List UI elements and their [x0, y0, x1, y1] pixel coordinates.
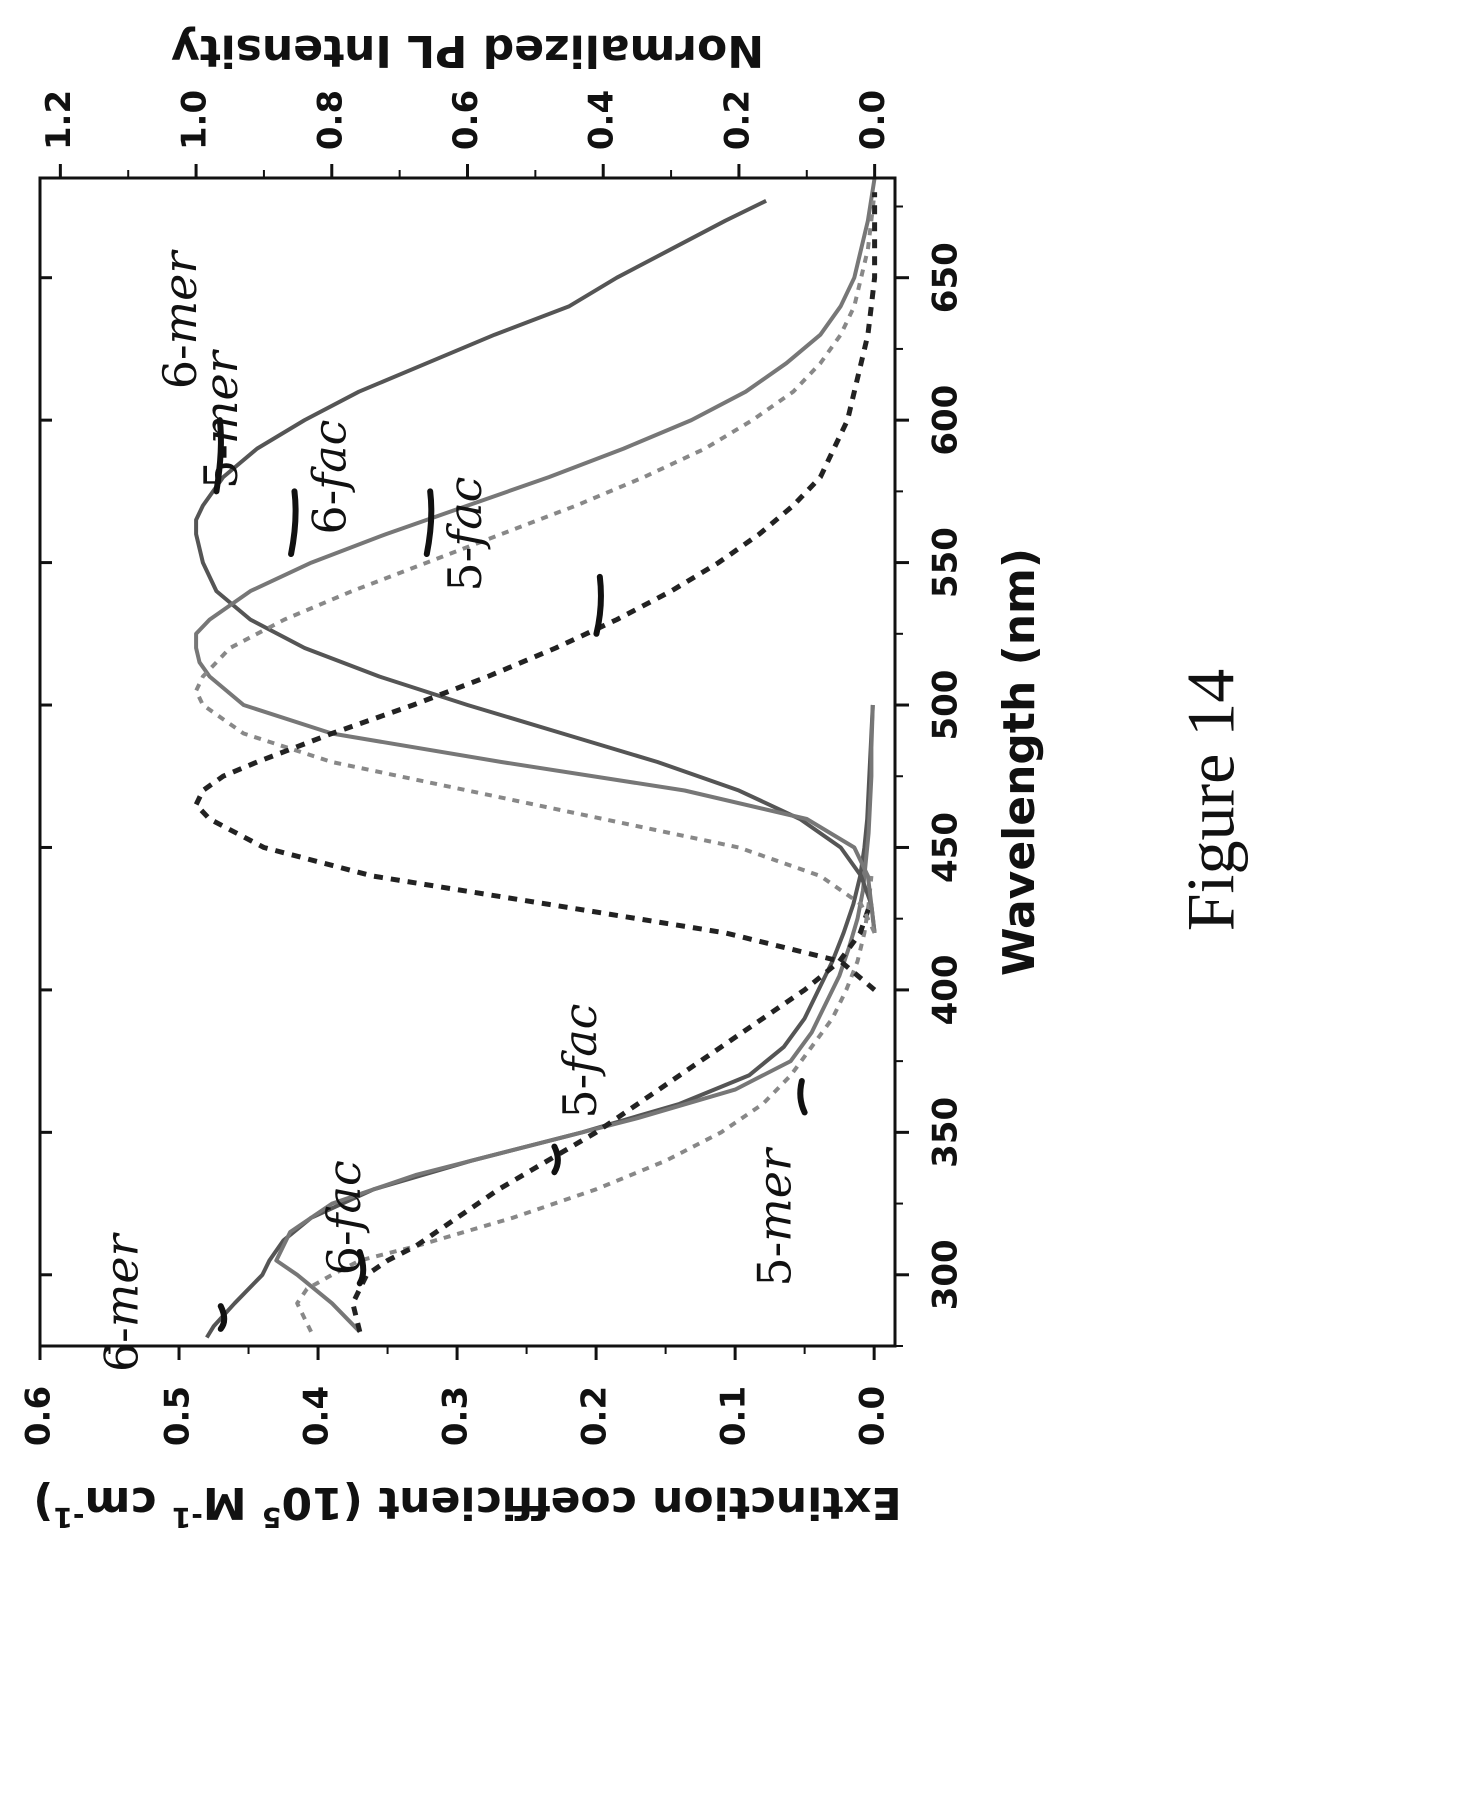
leader-line-5 [288, 488, 299, 558]
curve-label-1: 6-fac [317, 1160, 371, 1275]
leader-line-0 [217, 1303, 228, 1332]
leader-line-1 [356, 1248, 367, 1287]
y-left-axis-title: Extinction coefficient (105 M-1 cm-1) [33, 1477, 901, 1535]
y-left-tick-label-0.6: 0.6 [19, 1386, 59, 1446]
curve-label-3: 5-mer [748, 1146, 802, 1287]
axis-layer: 300 350 400 450 500 550 600 650 0.0 0.1 0.2 0.3 0.4 0… [19, 25, 1046, 1535]
y-left-tick-label-0.3: 0.3 [436, 1386, 476, 1446]
x-tick-label-300: 300 [926, 1239, 966, 1310]
curve-label-7: 5-fac [438, 477, 492, 592]
series-absorption-5-fac [350, 903, 873, 1333]
y-left-tick-label-0.4: 0.4 [297, 1386, 337, 1446]
series-absorption-5-mer [274, 704, 875, 1334]
curve-label-0: 6-mer [94, 1231, 148, 1372]
x-tick-label-350: 350 [926, 1097, 966, 1168]
leader-line-6 [423, 488, 435, 558]
plot-layer [193, 177, 878, 1339]
y-right-tick-label-1.2: 1.2 [39, 90, 79, 150]
x-tick-label-500: 500 [926, 670, 966, 741]
label-layer: 6-mer 6-fac5-fac5-mer6-mer5-mer6-fac5-fac… [94, 249, 1248, 1372]
y-right-tick-label-0.4: 0.4 [582, 90, 622, 150]
y-left-tick-label-0.2: 0.2 [575, 1386, 615, 1446]
x-tick-label-650: 650 [926, 242, 966, 313]
series-absorption-6-fac [295, 875, 874, 1333]
y-right-tick-label-0.6: 0.6 [446, 90, 486, 150]
series-emission-5-fac [193, 192, 878, 992]
curve-label-5: 5-mer [194, 348, 248, 489]
curve-label-6: 6-fac [302, 420, 356, 535]
y-right-tick-label-0.0: 0.0 [853, 90, 893, 150]
series-emission-6-mer [194, 199, 877, 934]
leader-line-3 [797, 1078, 808, 1116]
curve-label-4: 6-mer [153, 249, 207, 390]
series-absorption-6-mer [205, 704, 875, 1339]
y-left-tick-label-0.5: 0.5 [158, 1386, 198, 1446]
y-right-tick-label-0.8: 0.8 [310, 90, 350, 150]
y-right-axis-title: Normalized PL Intensity [171, 25, 764, 76]
leader-line-2 [551, 1143, 561, 1176]
curve-label-2: 5-fac [553, 1004, 607, 1119]
y-left-tick-label-0.1: 0.1 [714, 1386, 754, 1446]
x-tick-label-400: 400 [926, 954, 966, 1025]
x-axis-title: Wavelength (nm) [994, 548, 1045, 976]
x-tick-label-550: 550 [926, 527, 966, 598]
x-tick-label-450: 450 [926, 812, 966, 883]
leader-line-4 [213, 417, 224, 495]
leader-line-7 [593, 573, 604, 637]
y-left-tick-label-0.0: 0.0 [853, 1386, 893, 1446]
figure-caption: Figure 14 [1173, 669, 1249, 932]
y-right-tick-label-0.2: 0.2 [717, 90, 757, 150]
x-tick-label-600: 600 [926, 385, 966, 456]
y-right-tick-label-1.0: 1.0 [175, 90, 215, 150]
series-emission-5-mer [194, 177, 877, 934]
series-emission-6-fac [194, 191, 877, 934]
